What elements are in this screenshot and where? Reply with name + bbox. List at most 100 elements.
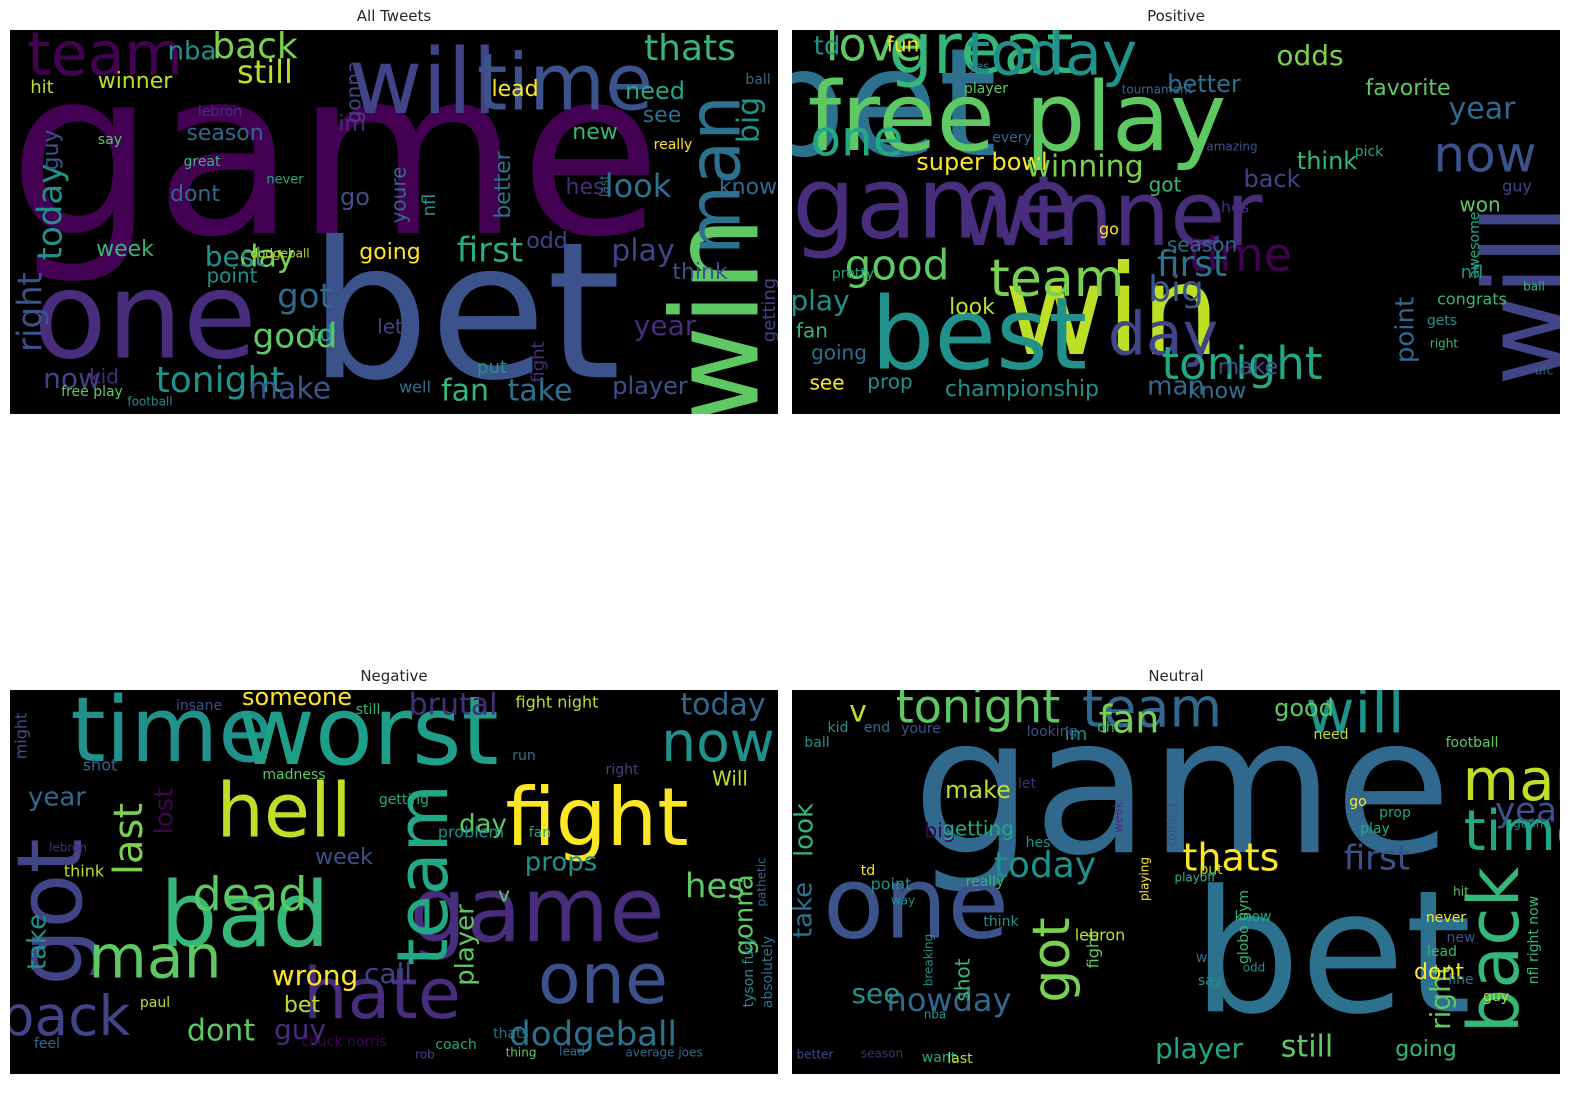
cloud-word: back bbox=[212, 30, 298, 67]
cloud-word: know bbox=[1188, 379, 1246, 404]
cloud-word: playoff bbox=[1174, 871, 1216, 885]
cloud-word: odds bbox=[1276, 39, 1343, 72]
cloud-word: pick bbox=[1355, 144, 1384, 160]
cloud-word: week bbox=[96, 237, 154, 262]
cloud-word: season bbox=[186, 121, 263, 146]
cloud-word: today bbox=[967, 30, 1138, 90]
cloud-word: first bbox=[1344, 839, 1410, 879]
cloud-word: never bbox=[1426, 910, 1466, 926]
cloud-word: gonna bbox=[730, 874, 760, 955]
cloud-word: playing bbox=[1138, 857, 1152, 901]
cloud-word: go bbox=[1099, 220, 1119, 239]
cloud-word: gets bbox=[1427, 313, 1457, 329]
cloud-word: time bbox=[70, 690, 273, 783]
cloud-word: fight bbox=[505, 771, 688, 864]
cloud-word: see bbox=[643, 103, 682, 128]
cloud-word: bet bbox=[284, 993, 321, 1018]
cloud-word: average joes bbox=[625, 1046, 702, 1060]
cloud-word: im bbox=[1065, 724, 1088, 745]
cloud-word: won bbox=[1459, 193, 1500, 217]
cloud-word: favorite bbox=[1365, 76, 1450, 101]
cloud-word: time bbox=[1464, 799, 1560, 864]
cloud-word: team bbox=[990, 249, 1125, 309]
cloud-word: take bbox=[792, 882, 819, 938]
cloud-word: team bbox=[1082, 690, 1222, 740]
cloud-word: make bbox=[249, 372, 331, 407]
wordcloud-image: time worst bad game got fight hell hate one man ba… bbox=[10, 690, 778, 1074]
cloud-word: oh bbox=[1097, 720, 1114, 736]
cloud-word: lebron bbox=[49, 841, 87, 855]
cloud-word: youre bbox=[387, 167, 411, 224]
cloud-word: dead bbox=[193, 868, 308, 922]
cloud-word: ball bbox=[745, 72, 770, 88]
cloud-word: player bbox=[612, 372, 688, 400]
cloud-word: bet bbox=[792, 30, 997, 191]
cloud-word: last bbox=[598, 175, 612, 197]
cloud-word: say bbox=[98, 132, 122, 148]
cloud-word: prop bbox=[1379, 805, 1411, 821]
cloud-word: fight bbox=[1084, 932, 1103, 969]
cloud-word: back bbox=[10, 984, 130, 1048]
cloud-word: going bbox=[811, 341, 867, 365]
cloud-word: might bbox=[12, 713, 31, 760]
cloud-word: best bbox=[205, 240, 266, 273]
cloud-word: good bbox=[1274, 694, 1334, 722]
cloud-word: pretty bbox=[832, 266, 874, 282]
cloud-word: know bbox=[719, 175, 777, 200]
cloud-word: got bbox=[1149, 173, 1182, 197]
cloud-word: bet bbox=[309, 201, 621, 414]
cloud-word: good bbox=[845, 241, 950, 290]
cloud-word: lebron bbox=[1075, 926, 1126, 945]
cloud-word: guy bbox=[1483, 989, 1509, 1005]
cloud-word: love bbox=[826, 30, 922, 72]
cloud-word: paul bbox=[140, 995, 170, 1011]
cloud-word: lebron bbox=[198, 104, 242, 120]
cloud-word: new bbox=[572, 120, 617, 145]
cloud-word: tonight bbox=[896, 690, 1061, 734]
cloud-word: championship bbox=[945, 377, 1099, 402]
cloud-word: congrats bbox=[1437, 290, 1507, 309]
cloud-word: free play bbox=[808, 63, 1227, 173]
cloud-word: coming bbox=[1165, 803, 1179, 847]
cloud-word: player bbox=[1155, 1032, 1244, 1065]
cloud-word: football bbox=[127, 395, 172, 409]
cloud-word: player bbox=[964, 81, 1008, 97]
cloud-word: good bbox=[253, 317, 338, 357]
cloud-word: today bbox=[994, 845, 1096, 886]
cloud-word: props bbox=[525, 848, 598, 878]
cloud-word: shot bbox=[83, 756, 118, 775]
cloud-word: going bbox=[359, 240, 420, 265]
cloud-word: today bbox=[31, 164, 71, 261]
cloud-word: better bbox=[491, 150, 516, 218]
cloud-word: see bbox=[809, 371, 844, 395]
cloud-word: call bbox=[364, 957, 412, 990]
cloud-word: great bbox=[888, 30, 1073, 90]
cloud-word: right bbox=[1424, 964, 1457, 1030]
cloud-word: worst bbox=[237, 690, 499, 787]
cloud-word: hes bbox=[566, 175, 605, 200]
cloud-word: play bbox=[792, 284, 850, 317]
cloud-word: think bbox=[983, 914, 1019, 930]
cloud-word: want bbox=[922, 1050, 957, 1066]
cloud-word: year bbox=[1449, 92, 1517, 127]
cloud-word: nba bbox=[168, 37, 217, 67]
cloud-word: rob bbox=[415, 1048, 435, 1062]
cloud-word: coach bbox=[435, 1037, 476, 1053]
cloud-word: put bbox=[1199, 862, 1223, 878]
cloud-word: hit bbox=[30, 77, 53, 98]
cloud-word: best bbox=[871, 275, 1087, 392]
cloud-word: game bbox=[10, 30, 661, 288]
cloud-word: guy bbox=[274, 1013, 326, 1046]
cloud-word: hes bbox=[685, 867, 745, 907]
cloud-word: dodgeball bbox=[509, 1015, 677, 1055]
cloud-word: lead bbox=[559, 1045, 585, 1059]
panel-title: All Tweets bbox=[356, 7, 432, 25]
cloud-word: got bbox=[277, 277, 333, 317]
panel-title: Negative bbox=[360, 667, 428, 685]
cloud-word: game bbox=[792, 144, 1076, 261]
cloud-word: going bbox=[1395, 1037, 1456, 1062]
cloud-word: globo gym bbox=[1236, 890, 1252, 964]
cloud-word: nba bbox=[924, 1008, 947, 1022]
cloud-word: hit bbox=[1453, 885, 1469, 899]
